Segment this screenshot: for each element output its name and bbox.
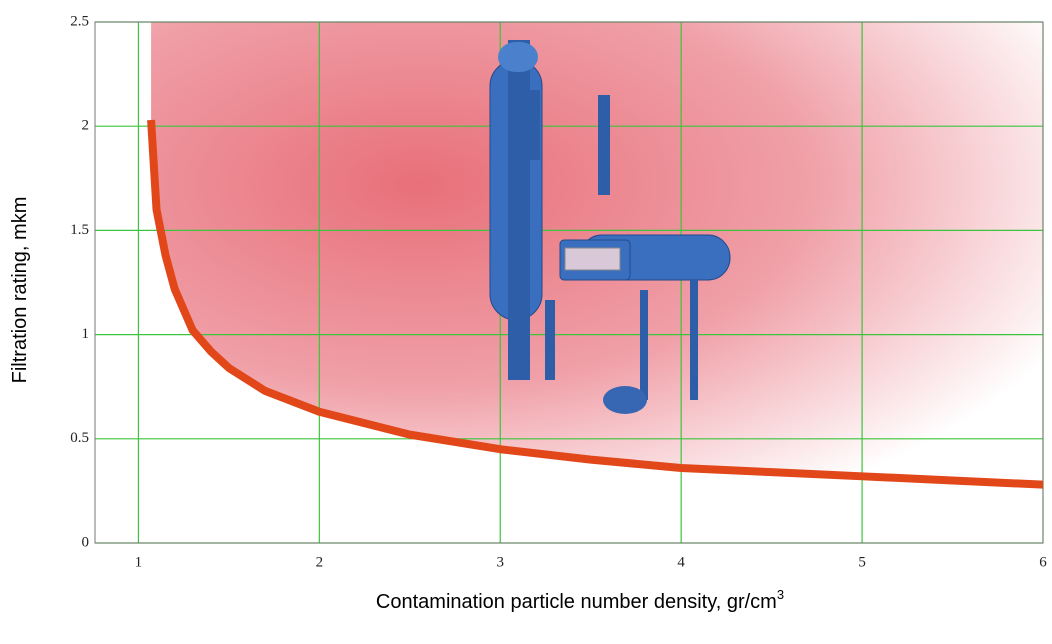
x-tick-label: 5 — [858, 554, 866, 570]
machine-part — [603, 386, 647, 414]
x-tick-label: 3 — [497, 554, 505, 570]
machine-part — [640, 290, 648, 400]
machine-part — [690, 280, 698, 400]
y-tick-label: 2 — [82, 118, 90, 134]
x-tick-label: 6 — [1039, 554, 1047, 570]
x-axis-title-superscript: 3 — [777, 587, 784, 602]
y-tick-label: 1 — [82, 326, 90, 342]
y-axis-title: Filtration rating, mkm — [9, 197, 31, 384]
data-line — [147, 119, 1044, 489]
machine-illustration — [489, 40, 731, 414]
x-tick-label: 1 — [135, 554, 143, 570]
y-tick-label: 2.5 — [70, 13, 89, 29]
y-tick-label: 0.5 — [70, 430, 89, 446]
machine-part — [508, 40, 530, 380]
y-tick-label: 1.5 — [70, 222, 89, 238]
x-tick-label: 2 — [316, 554, 324, 570]
machine-part — [545, 300, 555, 380]
x-axis-title-text: Contamination particle number density, g… — [376, 591, 777, 613]
plot-frame — [94, 21, 1044, 544]
machine-part — [528, 90, 540, 160]
x-axis-title: Contamination particle number density, g… — [376, 587, 784, 613]
x-tick-label: 4 — [677, 554, 685, 570]
y-tick-label: 0 — [82, 534, 90, 550]
machine-part — [598, 95, 610, 195]
machine-part — [564, 247, 621, 271]
machine-part — [498, 42, 538, 72]
